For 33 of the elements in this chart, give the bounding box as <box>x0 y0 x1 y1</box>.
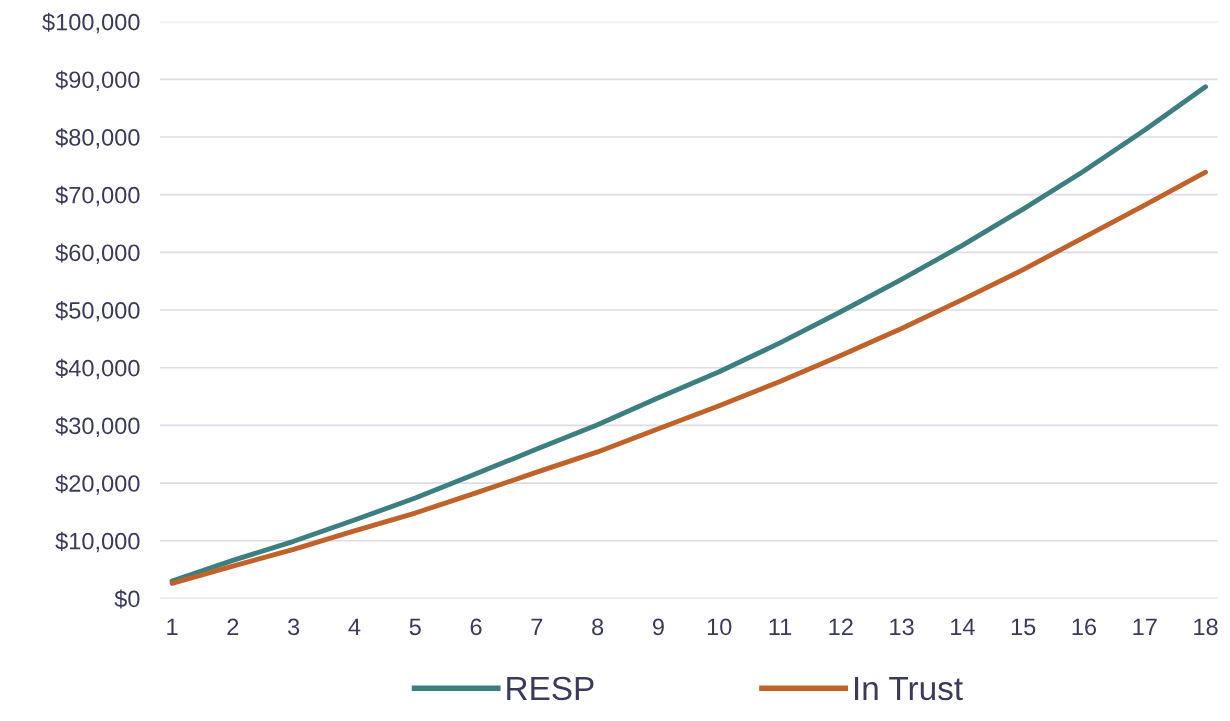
line-series <box>169 84 1208 584</box>
legend-label: RESP <box>507 676 594 701</box>
x-tick-label: 7 <box>531 618 543 635</box>
y-tick-label: $10,000 <box>55 531 140 553</box>
x-tick-label: 2 <box>227 618 239 635</box>
x-tick-label: 1 <box>167 618 178 635</box>
y-tick-label: $50,000 <box>55 301 140 322</box>
line-series <box>169 169 1208 586</box>
x-tick-label: 13 <box>890 618 914 636</box>
x-tick-label: 8 <box>592 618 604 636</box>
x-tick-label: 18 <box>1194 618 1218 636</box>
y-tick-label: $80,000 <box>55 128 140 149</box>
x-tick-label: 17 <box>1133 618 1157 635</box>
y-tick-label: $100,000 <box>42 12 140 34</box>
x-tick-label: 5 <box>409 618 421 636</box>
y-tick-label: $20,000 <box>55 474 140 495</box>
y-tick-label: $60,000 <box>55 243 140 264</box>
y-tick-label: $30,000 <box>55 416 140 437</box>
x-tick-label: 9 <box>652 618 664 636</box>
y-tick-label: $90,000 <box>55 70 140 91</box>
y-tick-label: $40,000 <box>55 358 140 380</box>
x-tick-label: 15 <box>1011 618 1036 636</box>
legend-label: In Trust <box>855 677 963 701</box>
x-tick-label: 14 <box>951 618 975 635</box>
x-tick-label: 16 <box>1072 618 1097 636</box>
y-tick-label: $70,000 <box>55 185 140 207</box>
x-tick-label: 3 <box>287 618 300 636</box>
x-tick-label: 4 <box>348 618 361 635</box>
y-tick-label: $0 <box>114 589 140 609</box>
x-tick-label: 12 <box>829 618 853 635</box>
x-tick-label: 6 <box>470 618 482 636</box>
x-tick-label: 10 <box>707 618 732 636</box>
x-tick-label: 11 <box>769 618 792 635</box>
